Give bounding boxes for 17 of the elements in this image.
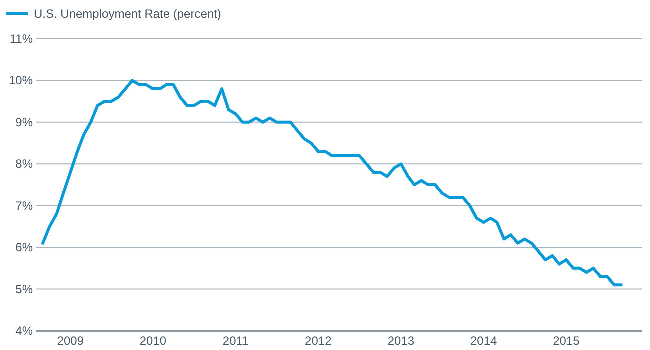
legend-label: U.S. Unemployment Rate (percent) [34, 7, 222, 21]
x-tick-label: 2009 [57, 334, 84, 348]
y-tick-label: 6% [16, 240, 34, 255]
y-tick-label: 8% [16, 157, 34, 172]
y-tick-label: 7% [16, 198, 34, 213]
x-tick-label: 2015 [553, 334, 580, 348]
x-tick-label: 2013 [388, 334, 415, 348]
x-tick-label: 2010 [140, 334, 167, 348]
y-tick-label: 4% [16, 324, 34, 338]
y-tick-label: 9% [16, 115, 34, 130]
x-tick-label: 2014 [470, 334, 498, 348]
line-series [42, 79, 623, 287]
y-tick-label: 10% [8, 74, 34, 88]
y-tick-label: 11% [10, 32, 34, 46]
y-tick-label: 5% [16, 282, 34, 296]
x-tick-label: 2012 [305, 334, 332, 348]
x-tick-label: 2011 [222, 334, 250, 348]
